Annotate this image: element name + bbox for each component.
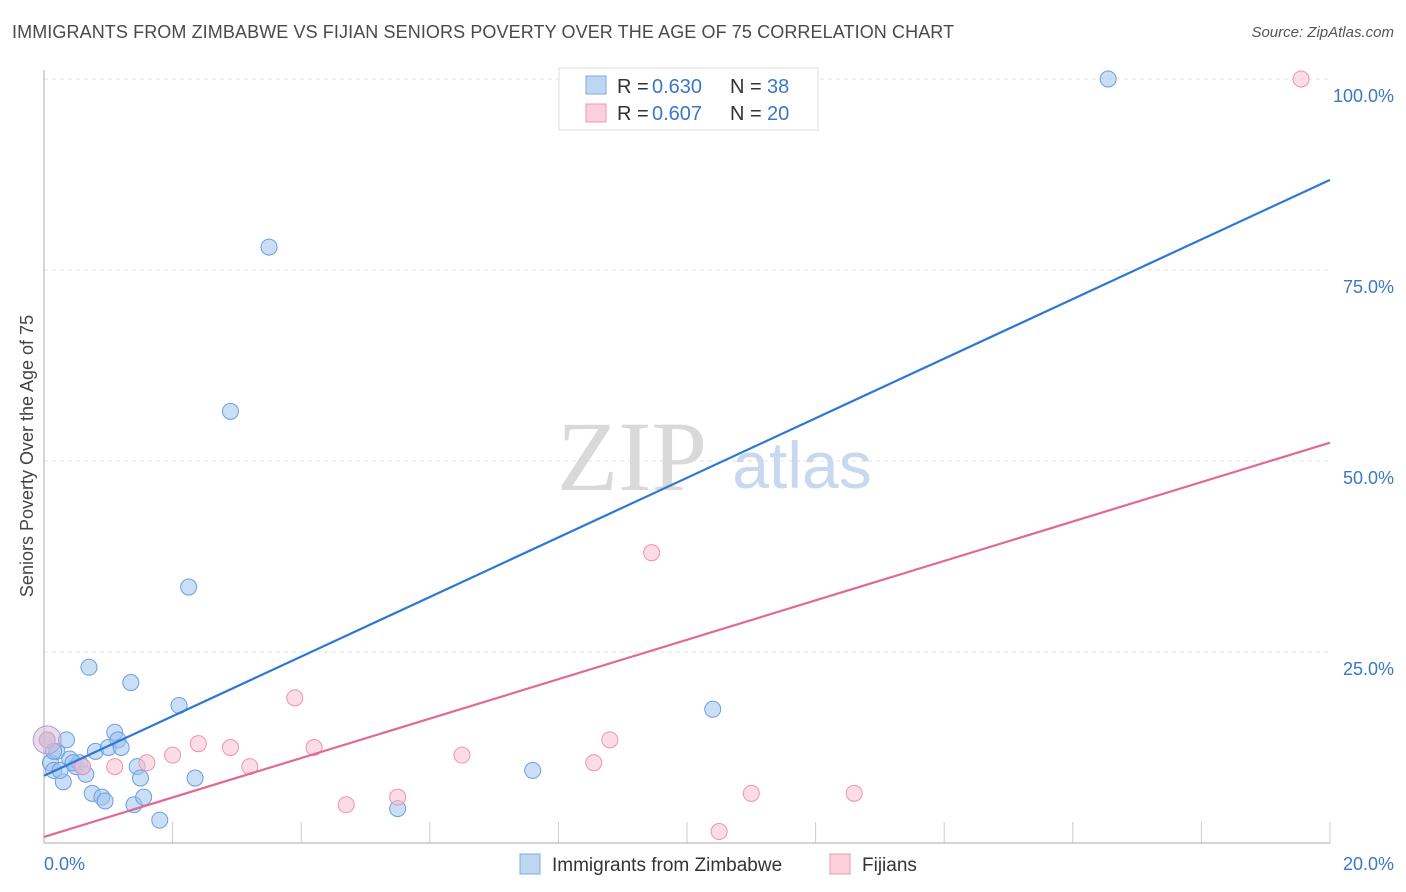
point-zimbabwe [151,811,169,829]
point-fijians [601,731,619,749]
legend-box: R = 0.630 N = 38 R = 0.607 N = 20 [558,67,819,131]
point-fijians [845,784,863,802]
bottom-legend-swatch-zimbabwe [519,853,541,875]
point-zimbabwe [122,674,140,692]
point-zimbabwe [260,238,278,256]
point-fijians [221,739,239,756]
legend-swatch-zimbabwe [585,75,607,95]
y-tick-label: 100.0% [1333,86,1394,106]
x-tick-label-min: 0.0% [44,854,85,874]
point-fijians [38,731,56,749]
legend-r-value-zimbabwe: 0.630 [652,76,702,98]
point-fijians [585,754,603,772]
point-fijians [1292,70,1310,88]
point-zimbabwe [131,769,149,787]
bottom-legend-label-fijians: Fijians [862,855,917,876]
y-tick-label: 50.0% [1343,468,1394,488]
point-fijians [710,823,728,841]
legend-r-value-fijians: 0.607 [652,103,702,125]
point-zimbabwe [221,402,239,420]
legend-n-value-zimbabwe: 38 [767,76,789,98]
point-zimbabwe [135,788,153,806]
watermark-zip: ZIP [557,401,707,512]
point-fijians [106,758,124,776]
point-zimbabwe [704,700,722,718]
bottom-legend-swatch-fijians [829,853,851,875]
legend-r-label-zimbabwe: R = [617,76,649,98]
point-zimbabwe [96,792,114,810]
legend-n-label-fijians: N = [730,103,762,125]
trend-line-zimbabwe [43,178,1331,777]
point-fijians [189,735,207,753]
point-zimbabwe [180,578,198,596]
y-axis-title: Seniors Poverty Over the Age of 75 [17,315,37,597]
bottom-legend: Immigrants from Zimbabwe Fijians [519,853,917,876]
point-cluster-overlap [32,725,62,755]
watermark-atlas: atlas [732,428,871,502]
bottom-legend-label-zimbabwe: Immigrants from Zimbabwe [552,855,782,876]
trend-lines [43,178,1331,838]
point-zimbabwe [1099,70,1117,88]
legend-n-label-zimbabwe: N = [730,76,762,98]
point-fijians [286,689,304,707]
point-zimbabwe [524,761,542,779]
point-fijians [643,544,661,562]
point-fijians [337,796,355,814]
chart-title: IMMIGRANTS FROM ZIMBABWE VS FIJIAN SENIO… [12,22,955,42]
legend-swatch-fijians [585,103,607,123]
point-fijians [389,788,407,806]
legend-r-label-fijians: R = [617,103,649,125]
point-fijians [453,746,471,764]
point-fijians [138,754,156,772]
legend-n-value-fijians: 20 [767,103,789,125]
source-credit: Source: ZipAtlas.com [1251,24,1394,41]
trend-line-fijians [43,441,1331,838]
point-zimbabwe [58,731,76,749]
point-fijians [164,746,182,764]
point-zimbabwe [80,658,98,676]
y-tick-label: 25.0% [1343,659,1394,679]
y-tick-label: 75.0% [1343,277,1394,297]
point-zimbabwe [186,769,204,787]
point-fijians [742,784,760,802]
y-tick-labels: 25.0% 50.0% 75.0% 100.0% [1333,86,1394,679]
point-fijians [305,739,323,756]
x-tick-label-max: 20.0% [1343,854,1394,874]
